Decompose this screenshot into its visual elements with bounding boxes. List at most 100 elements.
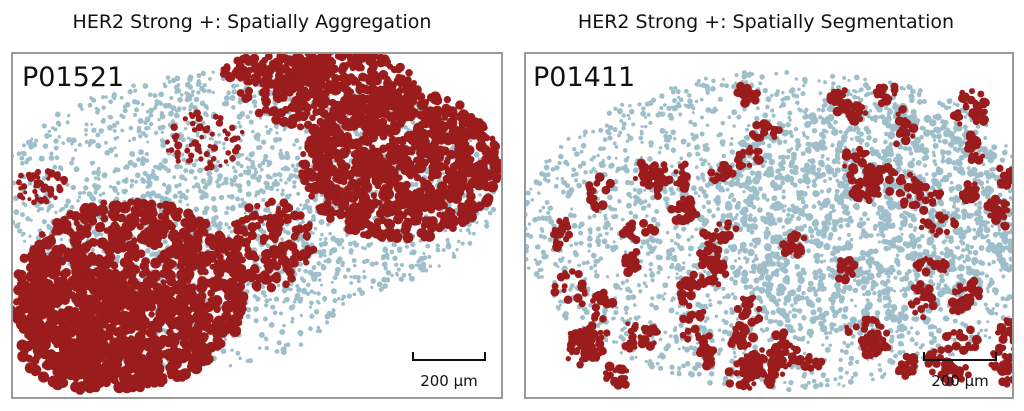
cell bbox=[382, 283, 388, 289]
cell bbox=[315, 299, 320, 304]
cell bbox=[264, 125, 268, 129]
cell bbox=[119, 95, 124, 100]
cell bbox=[54, 376, 65, 387]
cell bbox=[318, 124, 328, 133]
cell bbox=[468, 138, 473, 143]
cell bbox=[264, 303, 269, 308]
cell bbox=[213, 167, 220, 173]
cell bbox=[298, 146, 302, 150]
cell bbox=[331, 308, 336, 313]
cell bbox=[311, 265, 317, 271]
cell bbox=[394, 110, 401, 117]
cell bbox=[351, 183, 361, 193]
cell bbox=[322, 240, 329, 247]
cell bbox=[287, 241, 298, 252]
cell bbox=[134, 319, 145, 330]
cell bbox=[96, 204, 109, 217]
cell bbox=[356, 279, 361, 284]
cell bbox=[141, 378, 151, 388]
cell bbox=[468, 231, 472, 235]
cell bbox=[83, 185, 89, 191]
cell bbox=[40, 207, 45, 211]
cell bbox=[211, 326, 223, 338]
cell bbox=[177, 257, 186, 265]
cell bbox=[107, 224, 119, 235]
cell bbox=[318, 250, 325, 257]
cell bbox=[285, 267, 295, 277]
cell bbox=[73, 220, 80, 227]
cell bbox=[43, 240, 53, 250]
cell bbox=[28, 257, 35, 265]
cell bbox=[254, 194, 258, 198]
cell bbox=[332, 167, 339, 175]
cell bbox=[368, 56, 375, 64]
cell bbox=[231, 165, 236, 170]
cell bbox=[258, 332, 265, 338]
cell bbox=[96, 363, 109, 376]
cell bbox=[148, 195, 153, 199]
cell bbox=[455, 248, 459, 252]
cell bbox=[337, 296, 341, 301]
cell bbox=[428, 191, 436, 199]
cell bbox=[237, 99, 243, 105]
cell bbox=[422, 255, 428, 261]
cell bbox=[104, 95, 108, 99]
cell bbox=[197, 224, 207, 234]
cell bbox=[0, 181, 4, 185]
cell bbox=[401, 272, 407, 278]
cell bbox=[240, 153, 245, 157]
cell bbox=[264, 345, 269, 351]
cell bbox=[100, 95, 105, 100]
cell bbox=[113, 350, 122, 359]
cell bbox=[253, 170, 259, 175]
cell bbox=[173, 306, 184, 316]
cell bbox=[323, 199, 332, 208]
cell bbox=[203, 183, 209, 188]
cell bbox=[158, 101, 164, 106]
cell bbox=[66, 136, 72, 143]
cell bbox=[244, 86, 254, 96]
cell bbox=[13, 209, 20, 216]
cell bbox=[36, 209, 41, 213]
cell bbox=[276, 171, 282, 177]
cell bbox=[213, 305, 221, 314]
cell bbox=[369, 242, 374, 246]
cell bbox=[77, 102, 83, 109]
cell bbox=[384, 277, 391, 283]
cell bbox=[263, 153, 269, 159]
cell bbox=[162, 239, 168, 245]
cell bbox=[195, 130, 200, 135]
cell bbox=[129, 178, 135, 183]
cell bbox=[281, 167, 286, 171]
cell bbox=[135, 303, 145, 312]
cell bbox=[243, 237, 252, 245]
cell bbox=[410, 79, 418, 87]
cell bbox=[281, 287, 288, 294]
cell bbox=[91, 383, 101, 393]
cell bbox=[390, 273, 394, 278]
cell bbox=[371, 197, 379, 205]
cell bbox=[134, 281, 143, 290]
cell bbox=[49, 270, 59, 280]
cell bbox=[489, 161, 500, 171]
cell bbox=[128, 125, 134, 131]
cell bbox=[283, 66, 292, 75]
cell bbox=[319, 244, 323, 248]
cell bbox=[288, 72, 296, 80]
cell bbox=[186, 92, 191, 97]
cell bbox=[446, 117, 458, 129]
cell bbox=[231, 89, 237, 95]
cell bbox=[148, 107, 154, 114]
cell bbox=[399, 202, 407, 209]
cell bbox=[313, 226, 318, 231]
cell bbox=[54, 111, 61, 118]
cell bbox=[490, 206, 497, 213]
cell bbox=[24, 159, 29, 165]
cell bbox=[132, 162, 138, 168]
cell bbox=[306, 221, 313, 228]
cell bbox=[246, 182, 251, 187]
cell bbox=[254, 202, 261, 210]
cell bbox=[274, 273, 280, 279]
cell bbox=[343, 121, 351, 129]
cell bbox=[262, 316, 268, 322]
